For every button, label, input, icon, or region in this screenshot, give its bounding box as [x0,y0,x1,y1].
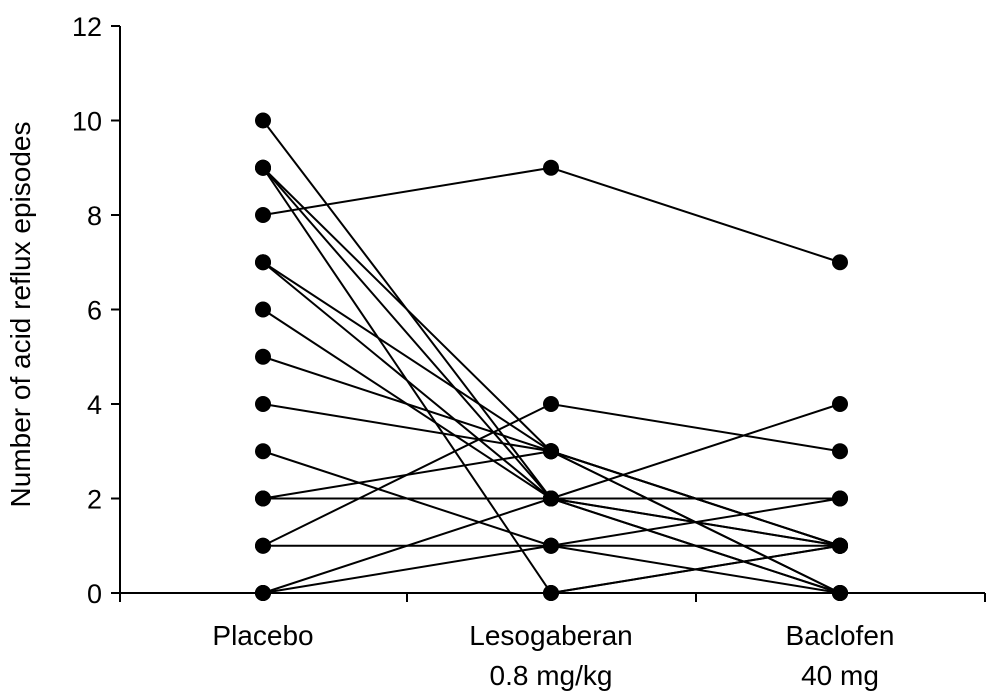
series-line [262,167,841,594]
data-point [255,254,271,271]
data-point [832,537,848,554]
y-tick-label: 4 [87,390,102,420]
data-point [255,301,271,318]
data-point [832,396,848,412]
data-point [543,159,559,176]
data-point [255,207,271,223]
x-category-label: Lesogaberan 0.8 mg/kg [469,620,632,691]
x-category-label: Baclofen 40 mg [786,620,895,691]
y-tick-label: 12 [72,12,102,42]
data-point [255,490,271,507]
y-tick-label: 8 [87,201,102,231]
x-category-label-line: Baclofen [786,620,895,651]
x-axis-categories: Placebo Lesogaberan 0.8 mg/kg Baclofen 40 mg [119,593,986,691]
data-point [255,443,271,460]
x-category-label-line: Placebo [212,620,313,651]
x-category-label-line: Lesogaberan [469,620,632,651]
series-line [262,403,841,547]
x-category-label-line: 40 mg [801,660,879,691]
y-tick-label: 0 [87,579,102,609]
series-line [262,167,841,595]
series-line [262,166,841,264]
data-point [543,443,559,460]
data-point [832,490,848,507]
data-point [255,537,271,554]
data-point [255,396,271,412]
data-point [832,254,848,271]
series-lines [262,119,841,595]
y-axis-ticks: 0 2 4 6 8 10 12 [72,12,120,609]
y-tick-label: 10 [72,107,102,137]
data-point [543,490,559,507]
series-line [262,167,841,594]
data-point [255,348,271,365]
axes [119,26,985,594]
data-point [832,443,848,460]
x-category-label: Placebo [212,620,313,651]
series-line [262,355,841,594]
data-point [543,396,559,412]
series-line [262,450,841,594]
y-tick-label: 6 [87,296,102,326]
x-category-label-line: 0.8 mg/kg [490,660,613,691]
y-axis-title: Number of acid reflux episodes [5,122,36,508]
series-line [262,402,841,547]
data-point [255,159,271,176]
data-point [255,112,271,129]
y-tick-label: 2 [87,485,102,515]
data-point [543,537,559,554]
data-points [255,112,848,601]
